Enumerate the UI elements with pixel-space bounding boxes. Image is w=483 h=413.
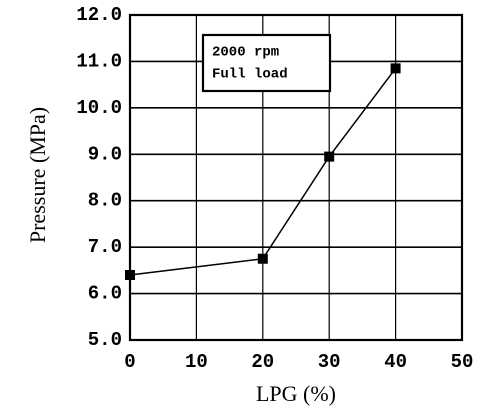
y-tick-label: 10.0 xyxy=(76,97,122,119)
x-axis-title: LPG (%) xyxy=(256,381,336,406)
x-tick-label: 0 xyxy=(124,351,135,373)
plot-frame xyxy=(128,13,464,342)
annotation: 2000 rpm xyxy=(212,45,279,61)
x-tick-label: 50 xyxy=(451,351,474,373)
y-tick-label: 6.0 xyxy=(88,283,122,305)
data-point xyxy=(125,270,135,280)
y-tick-label: 9.0 xyxy=(88,143,122,165)
x-tick-label: 40 xyxy=(384,351,407,373)
data-point xyxy=(324,151,335,162)
annotation: Full load xyxy=(212,67,288,83)
data-line xyxy=(129,67,397,276)
x-tick-label: 10 xyxy=(185,351,208,373)
annotation-box xyxy=(201,33,332,93)
y-tick-label: 5.0 xyxy=(88,329,122,351)
x-tick-label: 30 xyxy=(318,351,341,373)
y-tick-label: 11.0 xyxy=(76,50,122,72)
x-tick-label: 20 xyxy=(251,351,274,373)
data-point xyxy=(390,63,401,74)
y-tick-label: 12.0 xyxy=(76,4,122,26)
y-tick-label: 7.0 xyxy=(88,236,122,258)
y-tick-label: 8.0 xyxy=(88,190,122,212)
data-point xyxy=(257,253,268,264)
y-axis-title: Pressure (MPa) xyxy=(25,107,50,243)
